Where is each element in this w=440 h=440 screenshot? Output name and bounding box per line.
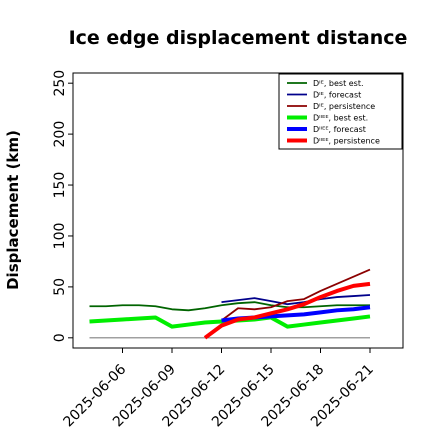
legend-label: Dᴵᴵᴱᴱ, forecast <box>313 125 366 134</box>
legend-label: Dᴵᴱ, forecast <box>313 91 361 100</box>
series-line <box>203 281 371 340</box>
series-line <box>220 268 371 322</box>
y-tick-label: 50 <box>52 278 68 296</box>
y-tick-label: 250 <box>52 70 68 97</box>
legend-box <box>278 73 403 150</box>
legend-label: Dᴵᴱ, persistence <box>313 102 375 111</box>
legend-label: Dᴵᴵᴱᴱ, persistence <box>313 137 380 146</box>
plot-frame <box>72 72 404 349</box>
series-line <box>221 294 371 306</box>
y-tick-label: 100 <box>52 223 68 250</box>
legend-label: Dᴵᴱ, best est. <box>313 79 364 88</box>
y-axis-label: Displacement (km) <box>4 130 22 290</box>
y-tick-label: 0 <box>52 333 68 342</box>
y-tick-label: 150 <box>52 172 68 199</box>
legend: Dᴵᴱ, best est. Dᴵᴱ, forecast Dᴵᴱ, persiste… <box>278 73 403 150</box>
series-line <box>89 301 370 312</box>
legend-label: Dᴵᴵᴱᴱ, best est. <box>313 114 368 123</box>
y-tick-label: 200 <box>52 121 68 148</box>
chart-title: Ice edge displacement distance <box>69 27 408 49</box>
